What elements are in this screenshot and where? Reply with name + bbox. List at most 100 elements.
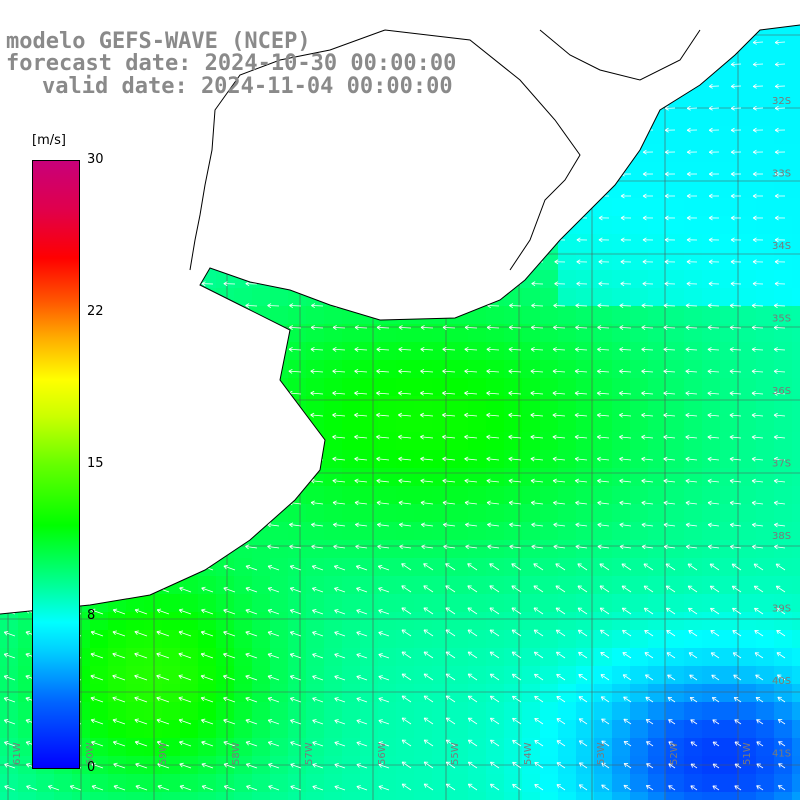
wind-arrow: [685, 434, 698, 440]
wind-cell: [378, 324, 396, 342]
wind-cell: [756, 540, 774, 558]
wind-cell: [666, 468, 684, 486]
wind-cell: [108, 648, 126, 666]
valid-date: valid date: 2024-11-04 00:00:00: [42, 74, 453, 99]
wind-arrow: [752, 149, 764, 155]
wind-cell: [576, 576, 594, 594]
wind-arrow: [401, 673, 412, 681]
wind-cell: [378, 504, 396, 522]
wind-arrow: [91, 740, 104, 747]
wind-arrow: [378, 675, 390, 681]
wind-cell: [792, 450, 800, 468]
wind-cell: [702, 360, 720, 378]
wind-cell: [288, 720, 306, 738]
wind-arrow: [157, 784, 170, 791]
wind-cell: [576, 738, 594, 756]
wind-arrow: [534, 784, 544, 791]
wind-arrow: [267, 608, 280, 615]
wind-arrow: [688, 652, 698, 659]
wind-arrow: [578, 784, 588, 791]
wind-cell: [0, 774, 18, 792]
wind-cell: [558, 432, 576, 450]
wind-cell: [270, 558, 288, 576]
wind-cell: [144, 702, 162, 720]
wind-cell: [630, 522, 648, 540]
wind-arrow: [423, 673, 434, 681]
wind-arrow: [442, 390, 456, 396]
wind-arrow: [134, 652, 148, 659]
wind-arrow: [312, 763, 324, 769]
wind-arrow: [401, 629, 412, 637]
wind-cell: [666, 360, 684, 378]
wind-arrow: [774, 237, 786, 243]
wind-cell: [666, 288, 684, 306]
wind-cell: [270, 306, 288, 324]
wind-cell: [450, 720, 468, 738]
wind-cell: [684, 774, 702, 792]
wind-arrow: [773, 500, 786, 506]
wind-cell: [378, 720, 396, 738]
wind-cell: [720, 216, 738, 234]
wind-arrow: [378, 653, 390, 659]
wind-arrow: [708, 193, 720, 199]
wind-arrow: [511, 673, 522, 681]
wind-arrow: [774, 149, 786, 155]
wind-cell: [360, 594, 378, 612]
wind-cell: [558, 450, 576, 468]
wind-cell: [612, 270, 630, 288]
wind-cell: [342, 792, 360, 800]
wind-cell: [612, 432, 630, 450]
wind-arrow: [467, 651, 478, 659]
wind-cell: [594, 684, 612, 702]
wind-arrow: [641, 434, 654, 440]
wind-arrow: [643, 585, 654, 593]
wind-cell: [234, 792, 252, 800]
wind-cell: [414, 360, 432, 378]
wind-cell: [378, 414, 396, 432]
wind-cell: [486, 702, 504, 720]
wind-cell: [432, 738, 450, 756]
wind-arrow: [489, 783, 500, 791]
wind-arrow: [664, 237, 676, 243]
wind-arrow: [201, 784, 214, 791]
wind-arrow: [707, 303, 720, 309]
wind-arrow: [134, 740, 148, 747]
wind-cell: [684, 468, 702, 486]
wind-cell: [576, 360, 594, 378]
wind-arrow: [312, 741, 324, 747]
wind-arrow: [423, 739, 434, 747]
wind-arrow: [663, 369, 676, 374]
wind-arrow: [511, 629, 522, 637]
wind-cell: [702, 594, 720, 612]
wind-cell: [342, 540, 360, 558]
wind-cell: [684, 144, 702, 162]
wind-cell: [378, 540, 396, 558]
wind-arrow: [776, 629, 786, 637]
wind-arrow: [531, 500, 544, 506]
lon-label: 60W: [85, 742, 96, 765]
wind-cell: [288, 612, 306, 630]
wind-cell: [630, 252, 648, 270]
wind-arrow: [729, 478, 742, 484]
wind-cell: [738, 108, 756, 126]
wind-cell: [684, 414, 702, 432]
wind-cell: [216, 648, 234, 666]
wind-arrow: [665, 607, 676, 615]
wind-cell: [126, 774, 144, 792]
wind-arrow: [752, 83, 764, 89]
wind-cell: [630, 414, 648, 432]
wind-arrow: [223, 652, 236, 659]
wind-cell: [468, 342, 486, 360]
wind-arrow: [465, 522, 478, 528]
wind-arrow: [534, 762, 544, 769]
wind-cell: [432, 666, 450, 684]
wind-arrow: [597, 368, 610, 374]
wind-cell: [504, 702, 522, 720]
wind-arrow: [773, 412, 786, 418]
wind-cell: [594, 774, 612, 792]
wind-arrow: [709, 563, 720, 571]
wind-arrow: [445, 651, 456, 659]
wind-cell: [558, 360, 576, 378]
wind-cell: [648, 342, 666, 360]
wind-cell: [306, 576, 324, 594]
